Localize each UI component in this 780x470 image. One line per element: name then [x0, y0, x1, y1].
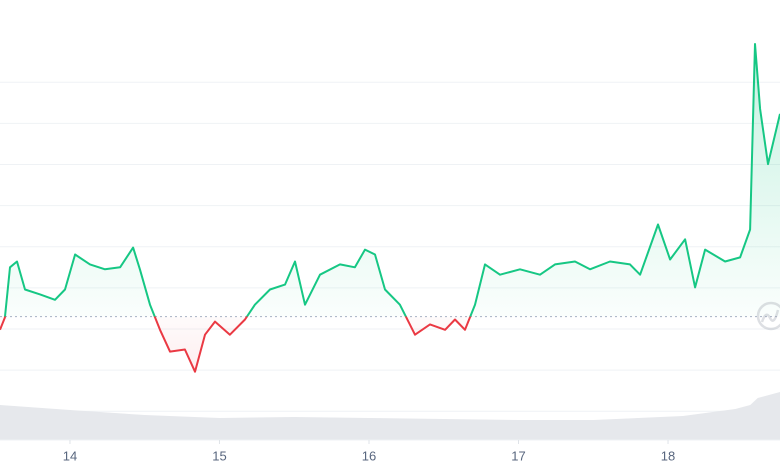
price-line	[0, 43, 780, 373]
x-tick-label: 14	[63, 448, 77, 463]
x-tick-label: 16	[362, 448, 376, 463]
x-tick-label: 18	[661, 448, 675, 463]
volume-area	[0, 392, 780, 440]
price	[0, 43, 780, 373]
x-tick-label: 17	[511, 448, 525, 463]
x-tick-label: 15	[212, 448, 226, 463]
volume	[0, 392, 780, 440]
x-axis: 14 15 16 17 18	[63, 440, 675, 463]
price-area	[0, 44, 780, 372]
watermark-logo	[756, 301, 780, 331]
